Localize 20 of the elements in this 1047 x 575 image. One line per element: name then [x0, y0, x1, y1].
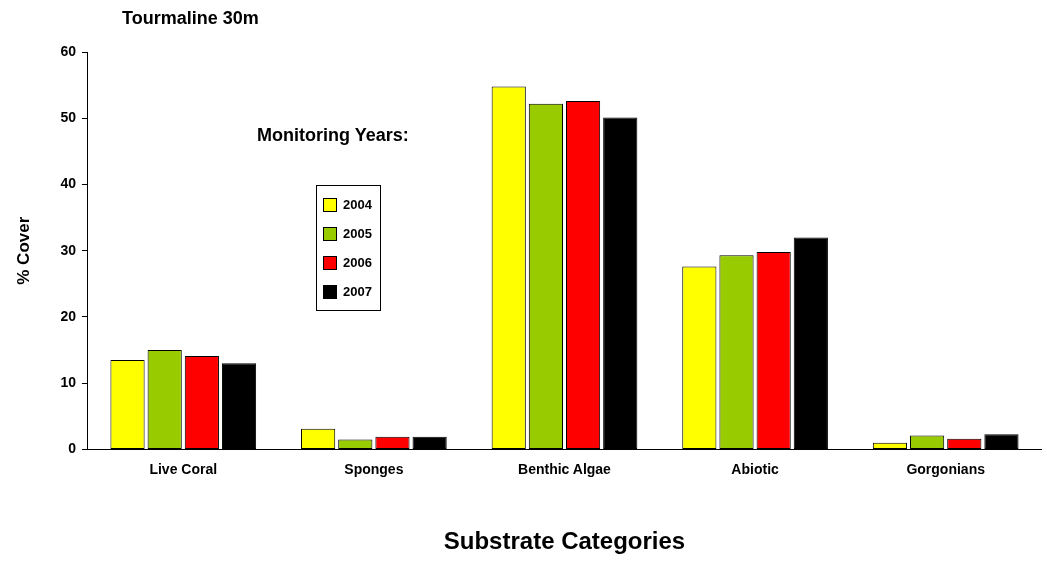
x-tick-label: Gorgonians: [906, 460, 986, 477]
y-tick-label: 0: [68, 440, 77, 457]
legend-label: 2007: [343, 284, 372, 299]
y-tick-label: 30: [60, 241, 77, 258]
chart-title: Tourmaline 30m: [122, 8, 259, 29]
x-axis-title: Substrate Categories: [443, 527, 686, 555]
x-tick-label: Sponges: [344, 460, 404, 477]
y-tick-label: 60: [60, 42, 77, 59]
legend-title: Monitoring Years:: [257, 125, 409, 146]
legend-label: 2006: [343, 255, 372, 270]
y-tick-label: 40: [60, 175, 77, 192]
y-tick-label: 50: [60, 109, 77, 126]
legend-label: 2004: [343, 197, 372, 212]
x-tick-label: Benthic Algae: [518, 460, 612, 477]
y-tick-label: 10: [60, 374, 77, 391]
legend-label: 2005: [343, 226, 372, 241]
y-axis-title: % Cover: [13, 216, 33, 285]
y-tick-label: 20: [60, 307, 77, 324]
x-tick-label: Live Coral: [149, 460, 218, 477]
x-tick-label: Abiotic: [731, 460, 780, 477]
